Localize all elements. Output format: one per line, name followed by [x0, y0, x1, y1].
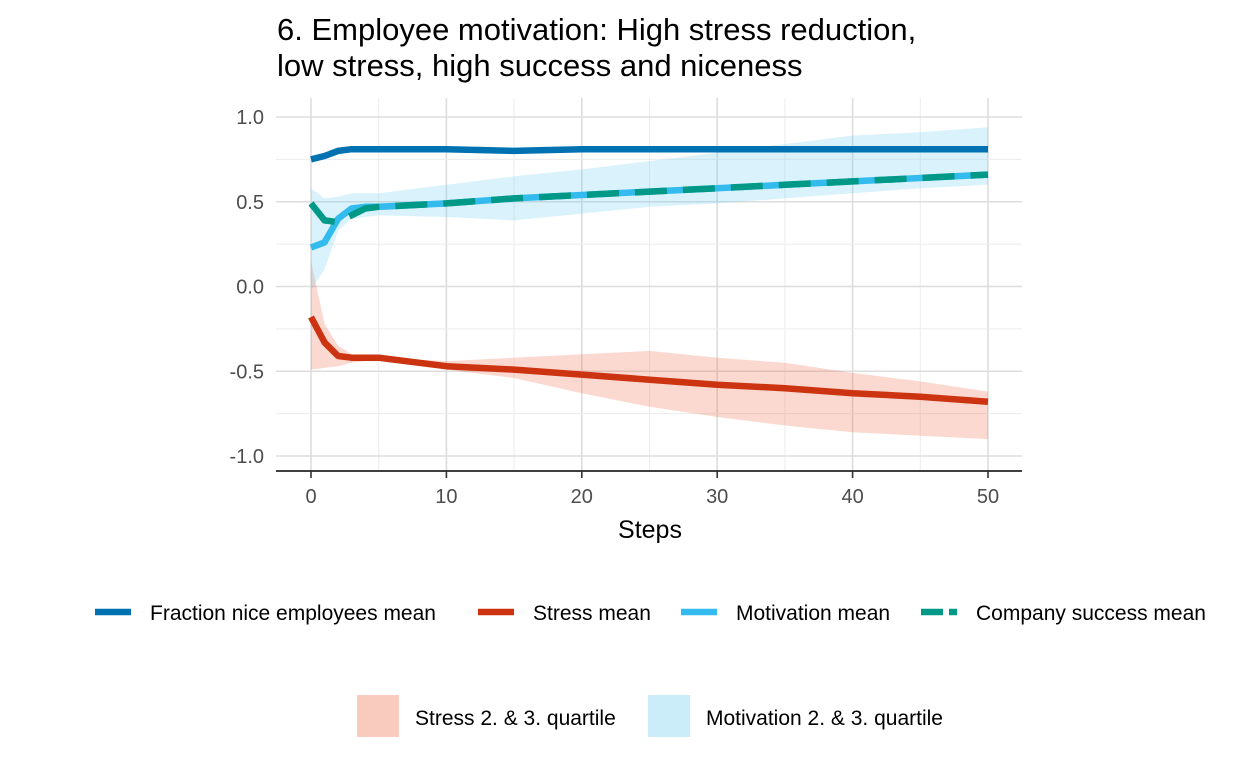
series-line-1 [308, 315, 989, 406]
band-1 [311, 127, 988, 290]
x-tick-label-50: 50 [977, 486, 999, 508]
x-tick-label-0: 0 [305, 486, 316, 508]
series-line-3 [308, 171, 989, 226]
legend-line-label-3: Company success mean [976, 602, 1206, 625]
quartile-bands [311, 127, 988, 440]
series-lines [308, 145, 989, 406]
chart-title-line-2: low stress, high success and niceness [277, 48, 803, 83]
y-tick-label-4: -1.0 [230, 446, 264, 468]
y-tick-label-3: -0.5 [230, 361, 264, 383]
x-tick-label-20: 20 [571, 486, 593, 508]
legend-line-label-0: Fraction nice employees mean [150, 602, 436, 625]
chart-title-line-1: 6. Employee motivation: High stress redu… [277, 12, 917, 47]
band-0 [311, 261, 988, 440]
legend-lines: Fraction nice employees mean Stress mean M… [95, 602, 1206, 625]
axes: 0 10 20 30 40 50 1.0 0.5 0.0 -0.5 -1.0 [230, 107, 1022, 508]
legend-line-label-2: Motivation mean [736, 602, 890, 625]
x-tick-label-30: 30 [706, 486, 728, 508]
x-tick-label-40: 40 [841, 486, 863, 508]
legend-line-label-1: Stress mean [533, 602, 651, 625]
grid-lines [276, 98, 1022, 471]
legend-band-label-0: Stress 2. & 3. quartile [415, 707, 616, 730]
y-tick-label-1: 0.5 [236, 192, 264, 214]
series-line-0 [310, 145, 988, 163]
y-tick-label-0: 1.0 [236, 107, 264, 129]
legend-band-key-0 [357, 695, 399, 737]
x-axis-label: Steps [618, 516, 682, 544]
legend-band-label-1: Motivation 2. & 3. quartile [706, 707, 943, 730]
x-tick-label-10: 10 [435, 486, 457, 508]
y-tick-label-2: 0.0 [236, 277, 264, 299]
legend-band-key-1 [648, 695, 690, 737]
legend-bands: Stress 2. & 3. quartile Motivation 2. & 3… [357, 695, 943, 737]
